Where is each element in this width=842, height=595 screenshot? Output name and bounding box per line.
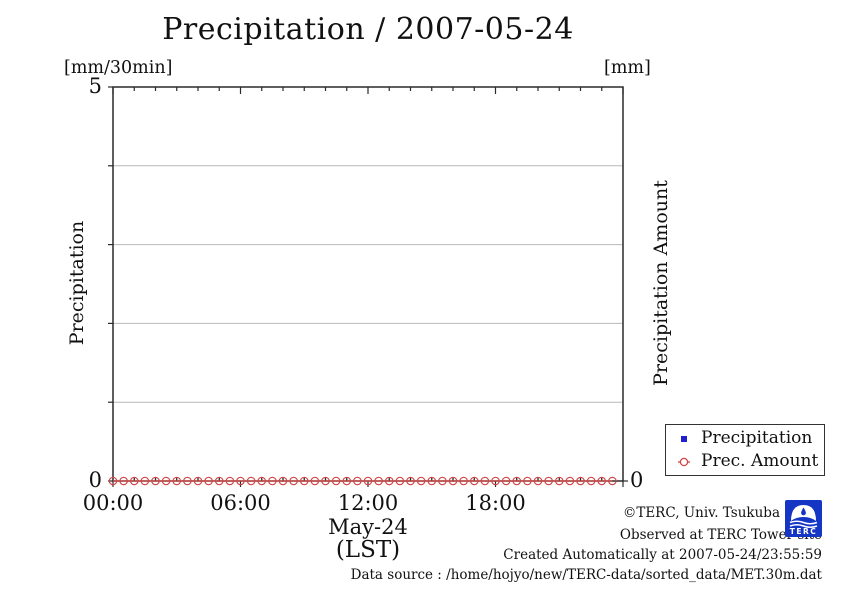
prec-amount-marker (151, 476, 160, 486)
prec-amount-marker (161, 476, 171, 486)
prec-amount-marker (554, 476, 564, 486)
prec-amount-marker (289, 476, 298, 486)
prec-amount-marker (236, 476, 245, 486)
prec-amount-marker (278, 476, 288, 486)
prec-amount-marker (395, 476, 405, 486)
prec-amount-marker (353, 476, 362, 486)
prec-amount-marker (363, 476, 373, 486)
prec-amount-marker (310, 476, 320, 486)
prec-amount-marker (448, 476, 458, 486)
prec-amount-marker (183, 476, 192, 486)
red-circle-marker-icon (676, 456, 692, 468)
plot-frame (112, 86, 624, 482)
chart-title: Precipitation / 2007-05-24 (162, 12, 574, 47)
data-source-text: Data source : /home/hojyo/new/TERC-data/… (350, 567, 822, 583)
legend-label: Precipitation (701, 428, 813, 448)
prec-amount-marker (586, 476, 596, 486)
prec-amount-marker (374, 476, 383, 486)
prec-amount-marker (608, 476, 617, 486)
prec-amount-marker (129, 476, 139, 486)
logo-wave-line (789, 520, 818, 525)
left-axis-tick-min: 0 (88, 468, 102, 492)
x-axis-timezone-label: (LST) (335, 537, 401, 563)
prec-amount-marker (204, 476, 213, 486)
logo-text: TERC (790, 527, 818, 536)
copyright-text: ©TERC, Univ. Tsukuba (622, 505, 780, 521)
prec-amount-marker (257, 476, 267, 486)
prec-amount-marker (427, 476, 437, 486)
legend-item-prec-amount: Prec. Amount (676, 453, 824, 470)
left-axis-tick-max: 5 (88, 74, 102, 98)
prec-amount-marker (406, 476, 415, 486)
prec-amount-marker (331, 476, 341, 486)
prec-amount-marker (459, 476, 468, 486)
x-tick-label: 06:00 (210, 491, 271, 515)
observed-site-text: Observed at TERC Tower site (619, 527, 822, 543)
prec-amount-marker (544, 476, 553, 486)
prec-amount-marker (501, 476, 511, 486)
prec-amount-marker (416, 476, 426, 486)
prec-amount-marker (119, 476, 128, 486)
prec-amount-marker (172, 476, 182, 486)
prec-amount-marker (214, 476, 224, 486)
prec-amount-marker (140, 476, 150, 486)
prec-amount-marker (225, 476, 235, 486)
prec-amount-marker (469, 476, 479, 486)
right-axis-tick-zero: 0 (630, 468, 644, 492)
water-drop-icon (801, 507, 806, 516)
prec-amount-marker (268, 476, 277, 486)
legend: Precipitation Prec. Amount (665, 424, 825, 476)
logo-wave-line (789, 524, 818, 528)
prec-amount-marker (565, 476, 575, 486)
legend-label: Prec. Amount (701, 451, 819, 471)
prec-amount-marker (246, 476, 256, 486)
prec-amount-marker (491, 476, 500, 486)
x-tick-label: 12:00 (337, 491, 399, 515)
legend-item-precipitation: Precipitation (676, 430, 824, 447)
prec-amount-marker (321, 476, 330, 486)
prec-amount-marker (480, 476, 490, 486)
terc-logo: TERC (785, 500, 822, 537)
prec-amount-marker (512, 476, 522, 486)
prec-amount-marker (438, 476, 447, 486)
prec-amount-marker (342, 476, 352, 486)
prec-amount-marker (533, 476, 543, 486)
prec-amount-marker (384, 476, 394, 486)
left-axis-title: Precipitation (66, 220, 88, 346)
left-axis-unit-label: [mm/30min] (64, 58, 173, 78)
created-timestamp-text: Created Automatically at 2007-05-24/23:5… (503, 547, 822, 563)
x-tick-label: 18:00 (465, 491, 526, 515)
prec-amount-marker (576, 476, 585, 486)
right-axis-unit-label: [mm] (604, 58, 651, 78)
x-axis-date-label: May-24 (328, 515, 408, 539)
right-axis-title: Precipitation Amount (650, 180, 672, 386)
blue-square-marker-icon (676, 433, 692, 445)
prec-amount-marker (193, 476, 203, 486)
prec-amount-marker (597, 476, 607, 486)
prec-amount-marker (523, 476, 532, 486)
prec-amount-marker (299, 476, 309, 486)
prec-amount-marker (108, 476, 118, 486)
x-tick-label: 00:00 (82, 491, 144, 515)
